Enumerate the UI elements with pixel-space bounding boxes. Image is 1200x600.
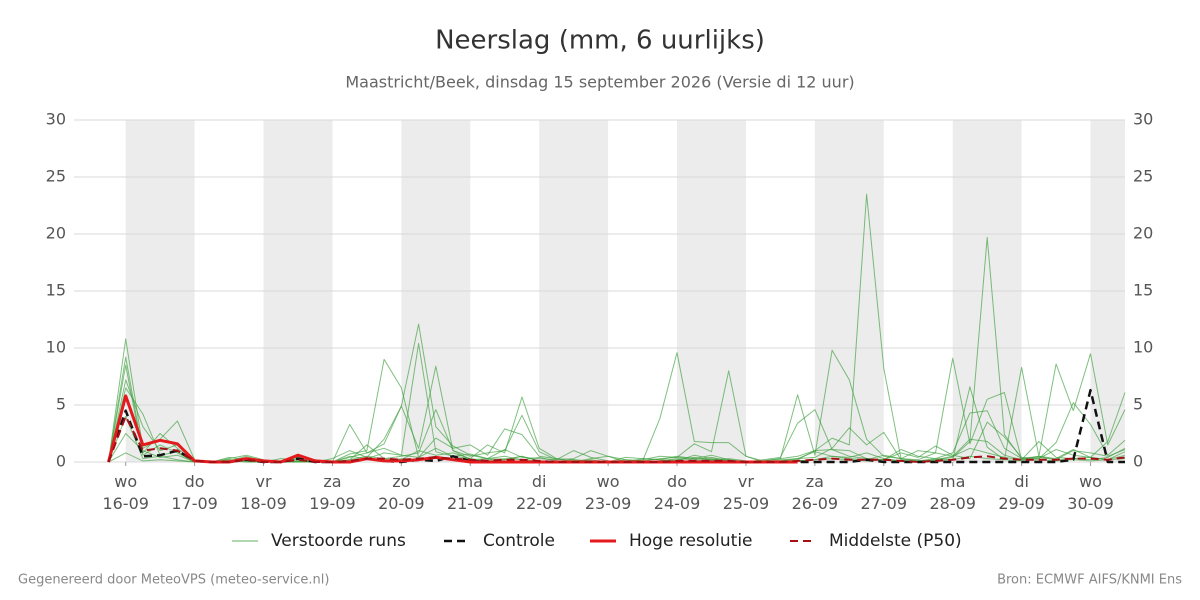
legend-label: Verstoorde runs [271, 531, 406, 551]
x-tick-label: za 26-09 [792, 472, 839, 513]
y2-tick-label: 30 [1133, 110, 1153, 129]
y2-tick-label: 5 [1133, 395, 1143, 414]
legend-label: Hoge resolutie [629, 531, 753, 551]
legend-label: Middelste (P50) [829, 531, 962, 551]
x-tick-label: zo 27-09 [861, 472, 908, 513]
legend-label: Controle [483, 531, 555, 551]
x-tick-label: wo 23-09 [585, 472, 632, 513]
x-tick-label: do 17-09 [171, 472, 218, 513]
x-tick-label: vr 18-09 [240, 472, 287, 513]
y2-tick-label: 20 [1133, 224, 1153, 243]
series-line [107, 415, 1126, 463]
x-tick-label: di 29-09 [998, 472, 1045, 513]
x-tick-label: vr 25-09 [723, 472, 770, 513]
footer-right: Bron: ECMWF AIFS/KNMI Ens [997, 573, 1182, 588]
x-tick-label: di 22-09 [516, 472, 563, 513]
y-tick-label: 20 [46, 224, 66, 243]
y2-tick-label: 15 [1133, 281, 1153, 300]
y-tick-label: 0 [56, 452, 66, 471]
chart-subtitle: Maastricht/Beek, dinsdag 15 september 20… [345, 73, 854, 92]
x-tick-label: ma 21-09 [447, 472, 494, 513]
x-tick-label: ma 28-09 [929, 472, 976, 513]
x-tick-label: wo 16-09 [102, 472, 149, 513]
y2-tick-label: 0 [1133, 452, 1143, 471]
footer-left: Gegenereerd door MeteoVPS (meteo-service… [18, 573, 329, 588]
y2-tick-label: 25 [1133, 167, 1153, 186]
x-tick-label: za 19-09 [309, 472, 356, 513]
y-tick-label: 25 [46, 167, 66, 186]
y-tick-label: 15 [46, 281, 66, 300]
x-tick-label: zo 20-09 [378, 472, 425, 513]
chart-title: Neerslag (mm, 6 uurlijks) [435, 26, 765, 56]
y-tick-label: 10 [46, 338, 66, 357]
x-tick-label: do 24-09 [654, 472, 701, 513]
y-tick-label: 30 [46, 110, 66, 129]
y-tick-label: 5 [56, 395, 66, 414]
y2-tick-label: 10 [1133, 338, 1153, 357]
x-tick-label: wo 30-09 [1067, 472, 1114, 513]
